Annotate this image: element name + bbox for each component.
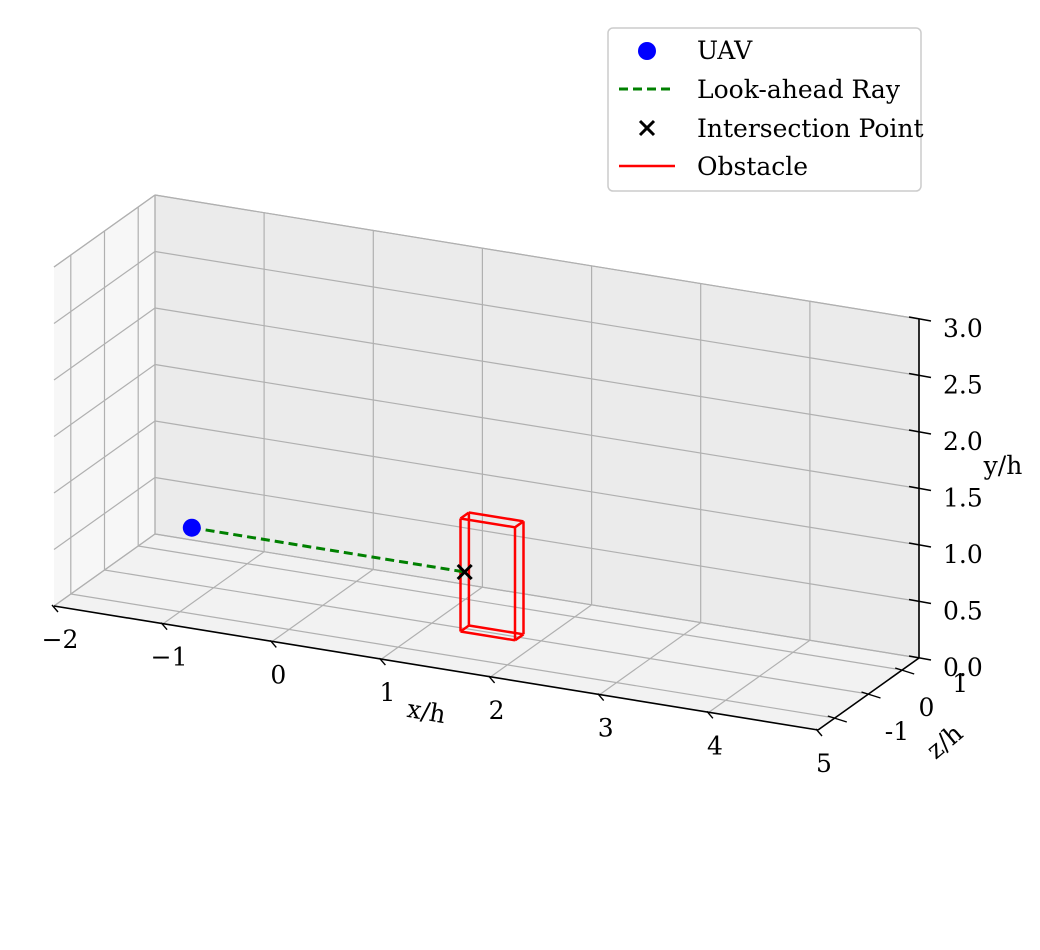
y-tick-label: 1.0 bbox=[943, 540, 983, 569]
y-tick-label: 0.5 bbox=[943, 597, 983, 626]
x-tick-label: 3 bbox=[598, 714, 614, 743]
x-tick-label: 5 bbox=[816, 749, 832, 778]
x-tick-mark bbox=[597, 693, 605, 702]
obstacle-edge bbox=[460, 630, 516, 642]
z-tick-mark bbox=[861, 691, 881, 699]
y-tick-label: 3.0 bbox=[943, 314, 983, 343]
obstacle-edge bbox=[459, 511, 470, 520]
uav-point bbox=[182, 518, 201, 537]
x-tick-mark bbox=[51, 604, 59, 613]
y-tick-label: 1.5 bbox=[943, 484, 983, 513]
y-tick-mark bbox=[908, 542, 932, 548]
x-tick-label: −1 bbox=[151, 643, 188, 672]
z-tick-label: 1 bbox=[952, 669, 968, 698]
y-tick-label: 0.0 bbox=[943, 653, 983, 682]
x-tick-label: 1 bbox=[379, 678, 395, 707]
legend-label-ray: Look-ahead Ray bbox=[697, 75, 901, 104]
z-axis-label: z/h bbox=[921, 718, 969, 764]
obstacle-edge bbox=[459, 624, 470, 633]
y-tick-label: 2.5 bbox=[943, 371, 983, 400]
grid-line-y-back bbox=[154, 476, 920, 603]
intersection-stroke bbox=[456, 563, 473, 581]
z-tick-label: -1 bbox=[885, 717, 909, 746]
legend-label-obstacle: Obstacle bbox=[697, 152, 808, 181]
x-tick-mark bbox=[160, 622, 168, 631]
x-axis-line bbox=[53, 605, 819, 731]
x-tick-label: −2 bbox=[42, 625, 79, 654]
z-tick-mark bbox=[827, 715, 848, 723]
pane-edge bbox=[154, 533, 920, 659]
grid-line-z-floor bbox=[138, 545, 903, 671]
legend-intersection-marker bbox=[638, 119, 656, 137]
grid-line-y-back bbox=[154, 307, 920, 433]
obstacle-edge bbox=[468, 511, 524, 523]
y-tick-mark bbox=[908, 485, 932, 492]
y-tick-label: 2.0 bbox=[943, 427, 983, 456]
z-tick-label: 0 bbox=[919, 693, 935, 722]
intersection-point bbox=[456, 563, 473, 581]
look-ahead-ray bbox=[191, 526, 465, 574]
legend: UAV Look-ahead Ray Intersection Point Ob… bbox=[607, 27, 924, 192]
x-tick-label: 4 bbox=[707, 731, 723, 760]
legend-label-intersection: Intersection Point bbox=[697, 114, 924, 143]
x-axis-label: x/h bbox=[405, 694, 448, 729]
x-tick-mark bbox=[269, 639, 277, 648]
y-tick-mark bbox=[908, 655, 932, 661]
grid-line-z-floor bbox=[104, 569, 869, 695]
x-tick-mark bbox=[815, 728, 823, 737]
y-tick-mark bbox=[908, 598, 932, 605]
x-tick-mark bbox=[488, 675, 496, 684]
obstacle-edge bbox=[514, 520, 525, 529]
grid-line-y-back bbox=[154, 250, 920, 377]
data-marks bbox=[182, 511, 525, 642]
grid-line-y-back bbox=[154, 420, 920, 546]
legend-label-uav: UAV bbox=[697, 36, 753, 65]
pane-edge bbox=[53, 194, 156, 268]
pane-edge bbox=[154, 194, 920, 320]
grid-line-y-back bbox=[154, 363, 920, 490]
legend-frame bbox=[607, 27, 922, 192]
y-axis-label: y/h bbox=[983, 451, 1023, 480]
x-tick-mark bbox=[706, 710, 714, 719]
legend-uav-marker bbox=[638, 42, 656, 60]
y-tick-mark bbox=[908, 372, 932, 379]
grid-line-z-floor bbox=[70, 593, 835, 719]
y-tick-mark bbox=[908, 316, 932, 322]
x-tick-label: 0 bbox=[270, 660, 286, 689]
grid-lines bbox=[53, 194, 920, 731]
z-tick-mark bbox=[894, 667, 915, 675]
x-tick-label: 2 bbox=[489, 696, 505, 725]
x-tick-mark bbox=[378, 657, 386, 666]
y-tick-mark bbox=[908, 429, 932, 435]
obstacle-edge bbox=[514, 633, 525, 642]
